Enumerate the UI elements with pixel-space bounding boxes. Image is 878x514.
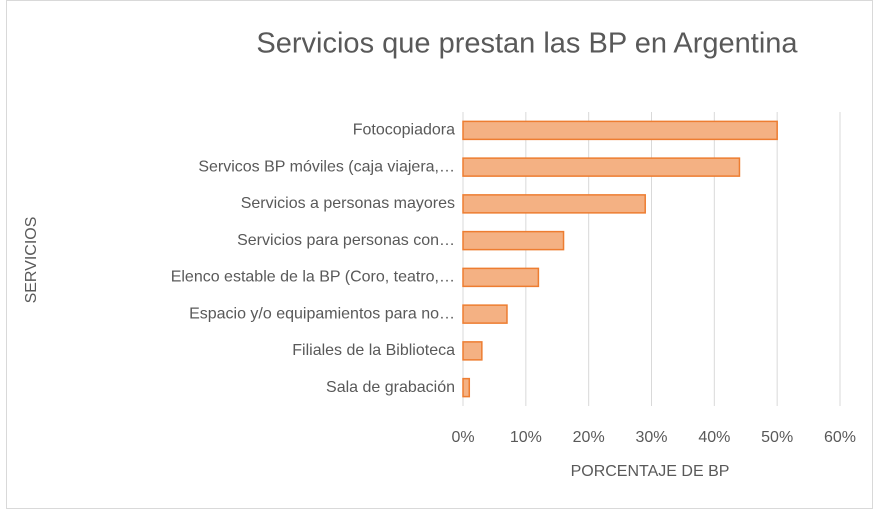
category-label: Servicios a personas mayores — [241, 195, 455, 212]
category-label: Servicos BP móviles (caja viajera,… — [198, 158, 455, 175]
category-label: Servicios para personas con… — [237, 232, 455, 249]
category-label: Elenco estable de la BP (Coro, teatro,… — [171, 269, 455, 286]
bar — [462, 194, 646, 214]
bar — [462, 267, 540, 288]
x-tick-label: 60% — [824, 429, 856, 446]
x-tick-label: 30% — [635, 429, 667, 446]
bar — [462, 230, 565, 251]
bar — [462, 377, 471, 398]
bar — [462, 120, 778, 141]
category-label: Sala de grabación — [326, 379, 455, 396]
category-label: Fotocopiadora — [353, 122, 455, 139]
x-tick-label: 40% — [698, 429, 730, 446]
x-tick-label: 20% — [573, 429, 605, 446]
bar — [462, 304, 508, 324]
chart-border — [6, 0, 873, 509]
y-axis-label: SERVICIOS — [23, 217, 40, 304]
chart-title: Servicios que prestan las BP en Argentin… — [256, 28, 798, 60]
category-label: Espacio y/o equipamientos para no… — [189, 305, 455, 322]
bar — [462, 157, 741, 177]
x-tick-label: 50% — [761, 429, 793, 446]
x-axis-label: PORCENTAJE DE BP — [571, 463, 730, 480]
bar — [462, 341, 483, 361]
x-tick-label: 10% — [510, 429, 542, 446]
x-tick-label: 0% — [451, 429, 474, 446]
category-label: Filiales de la Biblioteca — [292, 342, 455, 359]
